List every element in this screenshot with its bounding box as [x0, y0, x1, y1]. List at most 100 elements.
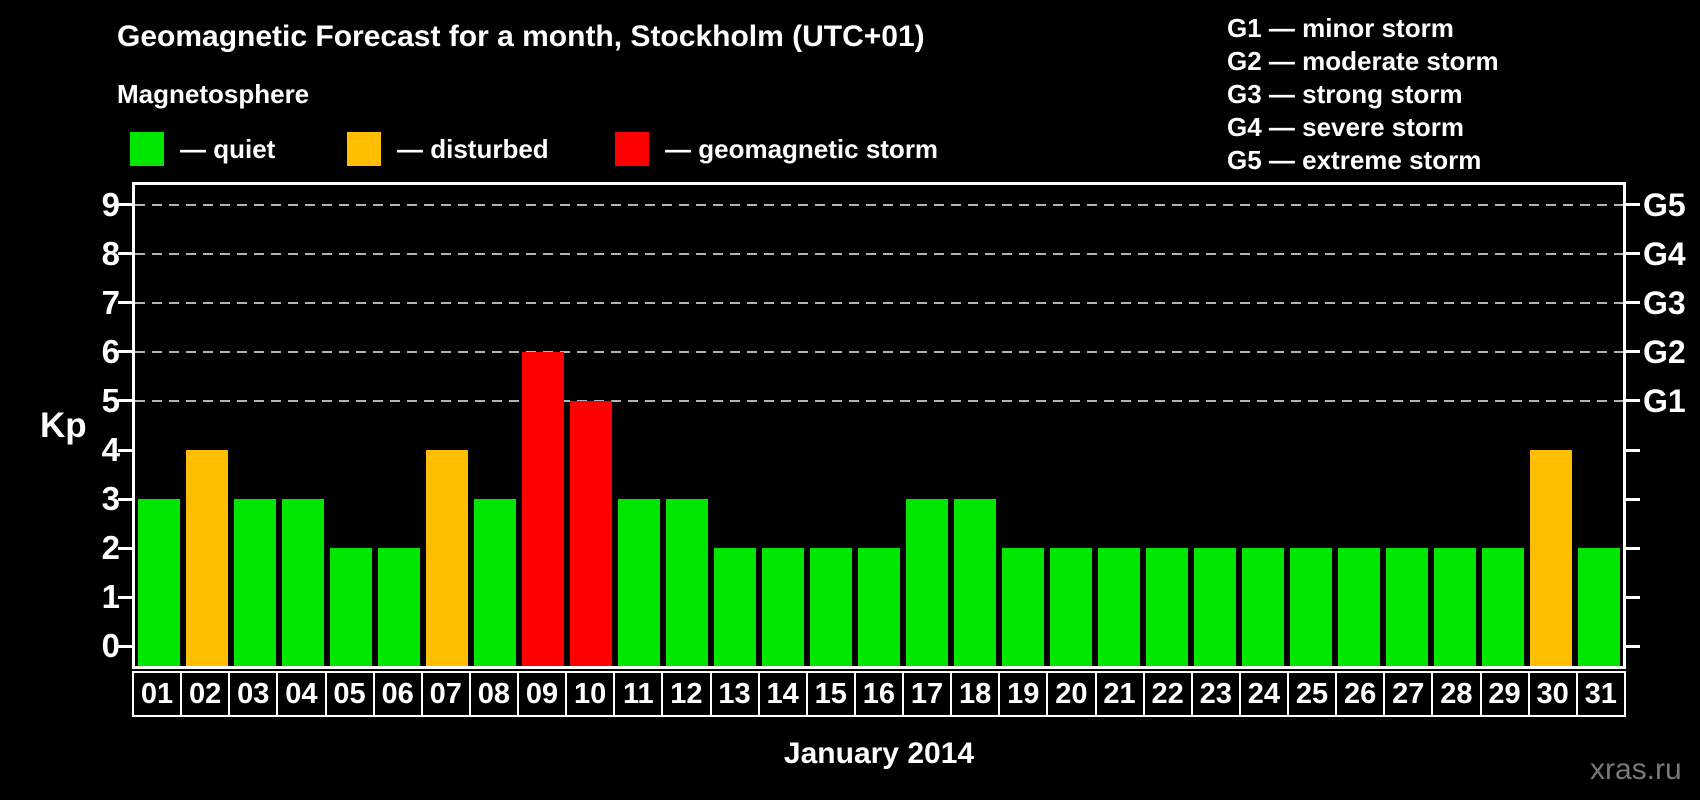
legend-item-label: — disturbed: [397, 133, 549, 164]
kp-bar-day-16: [858, 548, 900, 666]
x-axis-label: January 2014: [783, 737, 975, 770]
storm-color-swatch-icon: [615, 132, 649, 166]
kp-bar-day-14: [762, 548, 804, 666]
day-label-cell-06: 06: [372, 671, 423, 717]
g-level-label-g2: G2: [1643, 333, 1686, 370]
quiet-color-swatch-icon: [130, 132, 164, 166]
y-tick-label-4: 4: [101, 431, 120, 469]
g-level-label-g5: G5: [1643, 186, 1686, 223]
right-axis-tick-5: [1626, 399, 1640, 403]
day-label-cell-12: 12: [661, 671, 712, 717]
y-tick-label-0: 0: [101, 627, 120, 665]
storm-scale-line-g3: G3 — strong storm: [1227, 79, 1463, 109]
left-axis-tick-8: [118, 252, 132, 256]
kp-bar-day-13: [714, 548, 756, 666]
day-label-cell-24: 24: [1238, 671, 1289, 717]
right-axis-tick-8: [1626, 252, 1640, 256]
storm-scale-legend: G1 — minor storm G2 — moderate storm G3 …: [1227, 12, 1499, 177]
left-axis-tick-4: [118, 448, 132, 452]
day-label-cell-11: 11: [613, 671, 664, 717]
legend-item-label: — geomagnetic storm: [665, 133, 939, 164]
day-label-cell-17: 17: [902, 671, 953, 717]
y-tick-label-9: 9: [101, 185, 120, 223]
storm-scale-line-g2: G2 — moderate storm: [1227, 46, 1499, 76]
legend-item-label: — quiet: [180, 133, 276, 164]
day-label-cell-10: 10: [565, 671, 616, 717]
right-axis-tick-9: [1626, 203, 1640, 207]
gridline-kp-8: [135, 252, 1623, 255]
kp-bar-day-25: [1290, 548, 1332, 666]
g-level-label-g3: G3: [1643, 284, 1686, 321]
day-label-cell-27: 27: [1383, 671, 1434, 717]
kp-bar-day-29: [1482, 548, 1524, 666]
right-axis-tick-2: [1626, 546, 1640, 550]
day-label-cell-30: 30: [1527, 671, 1578, 717]
day-label-cell-23: 23: [1190, 671, 1241, 717]
day-label-cell-26: 26: [1335, 671, 1386, 717]
kp-bar-day-22: [1146, 548, 1188, 666]
gridline-kp-7: [135, 301, 1623, 304]
right-axis-tick-1: [1626, 595, 1640, 599]
day-label-cell-04: 04: [276, 671, 327, 717]
kp-bar-day-18: [954, 499, 996, 666]
day-label-cell-08: 08: [468, 671, 519, 717]
left-axis-tick-2: [118, 546, 132, 550]
day-label-cell-01: 01: [132, 671, 183, 717]
gridline-kp-6: [135, 350, 1623, 353]
chart-title: Geomagnetic Forecast for a month, Stockh…: [117, 20, 925, 53]
day-label-cell-29: 29: [1479, 671, 1530, 717]
gridline-kp-9: [135, 203, 1623, 206]
y-tick-label-8: 8: [101, 234, 120, 272]
kp-bar-day-02: [186, 450, 228, 666]
storm-scale-line-g4: G4 — severe storm: [1227, 112, 1465, 142]
legend-item-quiet: — quiet: [130, 131, 275, 167]
kp-bar-day-17: [906, 499, 948, 666]
day-label-cell-05: 05: [324, 671, 375, 717]
kp-bar-day-27: [1386, 548, 1428, 666]
watermark: xras.ru: [1590, 753, 1682, 786]
day-label-cell-21: 21: [1094, 671, 1145, 717]
day-label-cell-31: 31: [1575, 671, 1626, 717]
gridline-kp-5: [135, 399, 1623, 402]
left-axis-tick-6: [118, 350, 132, 354]
kp-bar-day-20: [1050, 548, 1092, 666]
right-axis-tick-6: [1626, 350, 1640, 354]
day-label-cell-02: 02: [180, 671, 231, 717]
kp-bar-day-05: [330, 548, 372, 666]
y-tick-label-6: 6: [101, 332, 120, 370]
day-label-cell-20: 20: [1046, 671, 1097, 717]
kp-bar-day-28: [1434, 548, 1476, 666]
y-tick-label-2: 2: [101, 529, 120, 567]
kp-bar-day-04: [282, 499, 324, 666]
kp-bar-day-23: [1194, 548, 1236, 666]
kp-bar-day-07: [426, 450, 468, 666]
g-level-label-g1: G1: [1643, 382, 1686, 419]
kp-bar-day-15: [810, 548, 852, 666]
left-axis-tick-1: [118, 595, 132, 599]
kp-bar-day-08: [474, 499, 516, 666]
kp-bar-day-01: [138, 499, 180, 666]
day-label-cell-28: 28: [1431, 671, 1482, 717]
g-level-label-g4: G4: [1643, 235, 1686, 272]
day-label-cell-09: 09: [517, 671, 568, 717]
kp-bar-day-21: [1098, 548, 1140, 666]
kp-bar-day-26: [1338, 548, 1380, 666]
day-label-cell-15: 15: [805, 671, 856, 717]
legend-item-storm: — geomagnetic storm: [615, 131, 938, 167]
y-tick-label-3: 3: [101, 480, 120, 518]
day-label-cell-07: 07: [420, 671, 471, 717]
day-label-cell-16: 16: [853, 671, 904, 717]
disturbed-color-swatch-icon: [347, 132, 381, 166]
left-axis-tick-3: [118, 497, 132, 501]
y-tick-label-7: 7: [101, 283, 120, 321]
left-axis-tick-7: [118, 301, 132, 305]
kp-bar-day-24: [1242, 548, 1284, 666]
storm-scale-line-g5: G5 — extreme storm: [1227, 145, 1482, 175]
kp-bar-day-19: [1002, 548, 1044, 666]
day-label-cell-19: 19: [998, 671, 1049, 717]
left-axis-tick-5: [118, 399, 132, 403]
day-label-row: 01 02 03 04 05 06 07 08 09 10 11 12 13 14 15 16 17 18 19 20…: [132, 671, 1626, 717]
y-tick-label-1: 1: [101, 578, 120, 616]
kp-bar-day-31: [1578, 548, 1620, 666]
